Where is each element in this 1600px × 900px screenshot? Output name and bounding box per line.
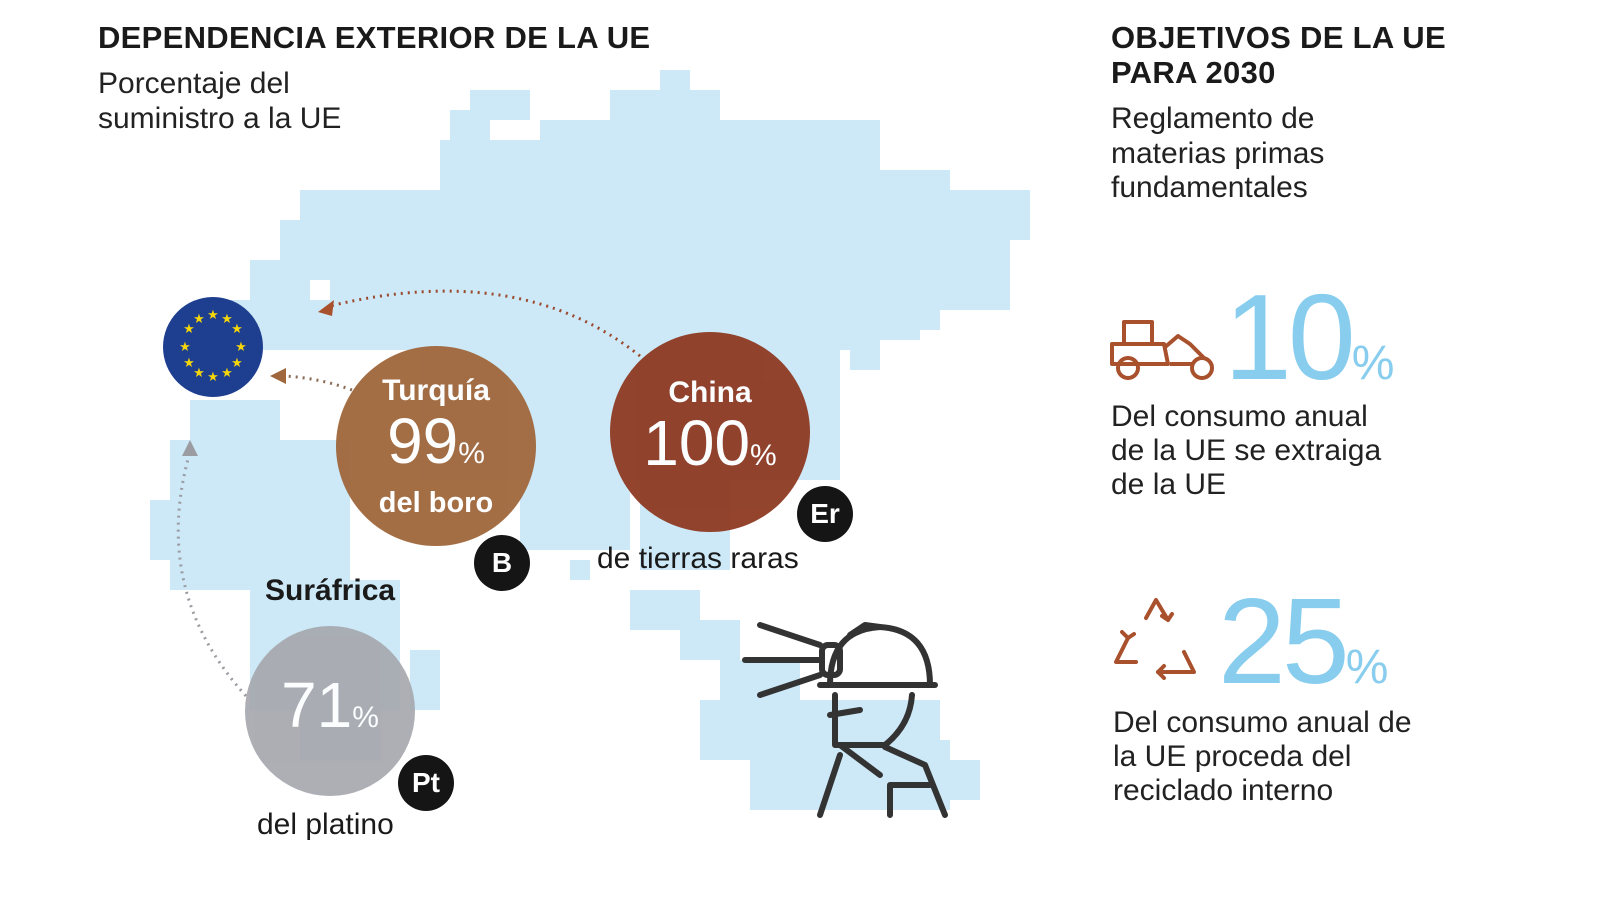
right-subtitle-line3: fundamentales	[1111, 171, 1308, 204]
arrow-head-safrica	[182, 440, 198, 456]
china-bubble: China 100%	[610, 332, 810, 532]
right-title-line1: OBJETIVOS DE LA UE	[1111, 20, 1446, 55]
turkey-bubble: Turquía 99% del boro	[336, 346, 536, 546]
china-material-label: de tierras raras	[597, 542, 799, 575]
svg-text:★: ★	[193, 365, 205, 380]
china-percentage: 100%	[643, 406, 777, 479]
arrow-turkey-eu	[283, 374, 353, 392]
south-africa-percentage: 71%	[281, 668, 379, 741]
svg-text:★: ★	[183, 355, 195, 370]
target-10-desc-line1: Del consumo anual	[1111, 400, 1368, 433]
turkey-material-label: del boro	[378, 486, 494, 519]
south-africa-bubble: 71%	[245, 626, 415, 796]
left-title: DEPENDENCIA EXTERIOR DE LA UE	[98, 20, 651, 55]
svg-text:★: ★	[221, 365, 233, 380]
south-africa-material-label: del platino	[257, 808, 394, 841]
miner-icon	[742, 622, 948, 818]
erbium-symbol-badge: Er	[797, 486, 853, 542]
arrow-china-eu	[329, 289, 641, 358]
arrow-head-china	[318, 300, 334, 316]
china-country: China	[668, 375, 752, 409]
target-25-desc-line1: Del consumo anual de	[1113, 706, 1412, 739]
svg-text:★: ★	[235, 339, 247, 354]
world-map	[150, 70, 1030, 810]
left-subtitle-line1: Porcentaje del	[98, 67, 290, 100]
arrow-safrica-eu	[176, 451, 248, 698]
svg-text:★: ★	[231, 355, 243, 370]
arrow-head-turkey	[270, 368, 286, 384]
mining-vehicle-icon	[1110, 320, 1214, 380]
right-subtitle-line2: materias primas	[1111, 137, 1325, 170]
turkey-percentage: 99%	[387, 404, 485, 477]
target-10-desc-line2: de la UE se extraiga	[1111, 434, 1382, 467]
svg-text:★: ★	[231, 321, 243, 336]
svg-text:★: ★	[207, 307, 219, 322]
svg-text:★: ★	[183, 321, 195, 336]
right-subtitle-line1: Reglamento de	[1111, 102, 1315, 135]
svg-text:★: ★	[207, 369, 219, 384]
svg-text:★: ★	[179, 339, 191, 354]
target-10-value: 10%	[1224, 269, 1395, 405]
boron-symbol-badge: B	[474, 535, 530, 591]
target-10-desc-line3: de la UE	[1111, 468, 1227, 501]
platinum-symbol-badge: Pt	[398, 755, 454, 811]
svg-text:★: ★	[193, 311, 205, 326]
target-25-value: 25%	[1218, 573, 1389, 709]
left-subtitle-line2: suministro a la UE	[98, 102, 342, 135]
right-title-line2: PARA 2030	[1111, 55, 1276, 90]
svg-text:★: ★	[221, 311, 233, 326]
eu-flag-icon: ★ ★★ ★★★ ★★★ ★★★	[163, 297, 263, 397]
target-25-desc-line2: la UE proceda del	[1113, 740, 1352, 773]
south-africa-country: Suráfrica	[265, 574, 396, 607]
recycle-icon	[1114, 598, 1196, 680]
turkey-country: Turquía	[382, 373, 490, 407]
target-25-desc-line3: reciclado interno	[1113, 774, 1334, 807]
flow-arrows	[176, 289, 641, 698]
